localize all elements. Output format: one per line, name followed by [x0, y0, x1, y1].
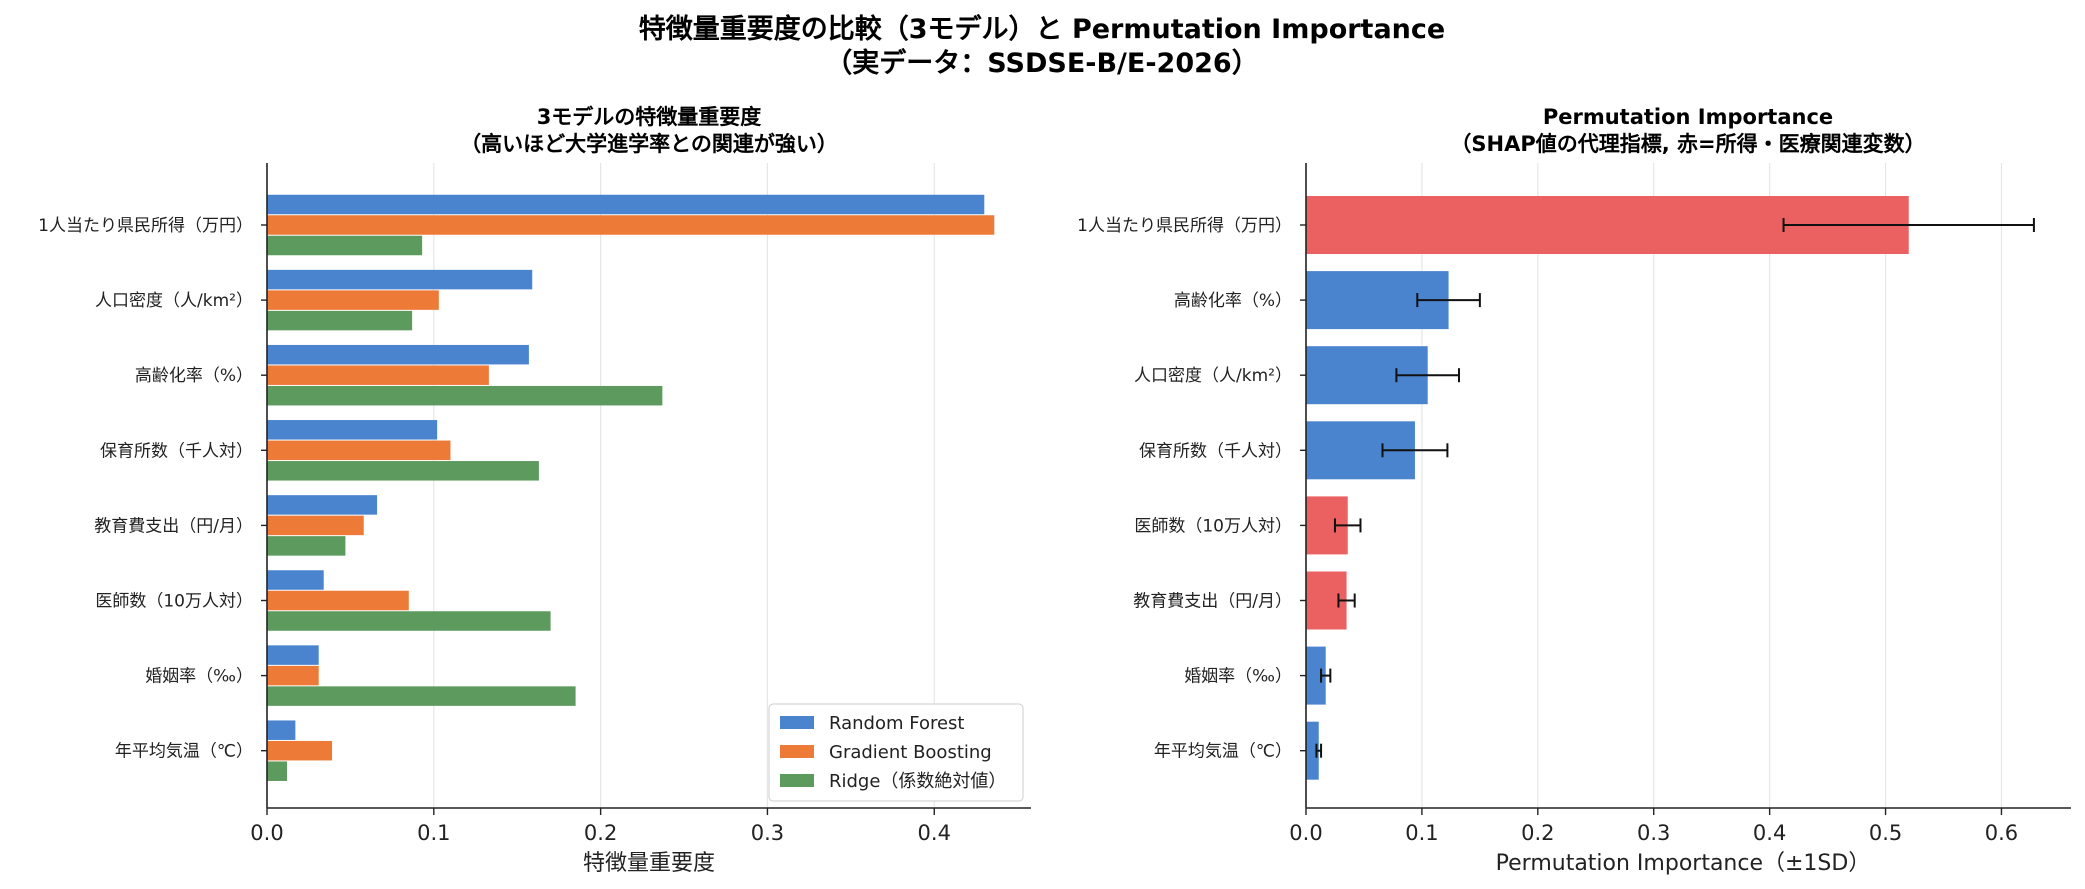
- left-bar-random-forest: [267, 194, 985, 215]
- left-y-tick-label: 高齢化率（%）: [135, 366, 253, 386]
- figure-title-line-2: （実データ：SSDSE-B/E-2026）: [825, 47, 1258, 79]
- left-bar-gradient-boosting: [267, 590, 409, 611]
- left-chart-title-line-2: （高いほど大学進学率との関連が強い）: [460, 132, 838, 156]
- legend-swatch-gradient-boosting: [780, 745, 814, 758]
- right-x-tick-label: 0.2: [1521, 821, 1554, 845]
- left-bar-ridge: [267, 536, 346, 556]
- left-y-tick-label: 1人当たり県民所得（万円）: [38, 216, 253, 236]
- left-x-tick-label: 0.3: [751, 821, 784, 845]
- right-x-tick-label: 0.0: [1289, 821, 1322, 845]
- left-bar-ridge: [267, 310, 413, 331]
- right-x-tick-label: 0.3: [1637, 821, 1670, 845]
- left-y-tick-label: 婚姻率（‰）: [145, 667, 253, 687]
- left-bar-random-forest: [267, 720, 296, 740]
- left-bar-ridge: [267, 385, 663, 406]
- right-y-tick-label: 人口密度（人/km²）: [1134, 366, 1292, 386]
- right-x-tick-labels: 0.0 0.1 0.2 0.3 0.4 0.5 0.6: [1289, 808, 2018, 845]
- left-bar-gradient-boosting: [267, 440, 451, 461]
- left-y-tick-label: 医師数（10万人対）: [95, 592, 253, 612]
- right-y-tick-label: 婚姻率（‰）: [1184, 667, 1292, 687]
- right-x-axis-label: Permutation Importance（±1SD）: [1496, 851, 1871, 876]
- legend-label-ridge: Ridge（係数絶対値）: [829, 771, 1006, 792]
- right-error-bars: [1315, 218, 2035, 758]
- left-bar-gradient-boosting: [267, 365, 489, 385]
- right-y-tick-label: 保育所数（千人対）: [1139, 441, 1292, 461]
- right-chart-panel: Permutation Importance （SHAP値の代理指標, 赤=所得…: [1077, 105, 2071, 876]
- right-chart-title-line-1: Permutation Importance: [1543, 105, 1833, 129]
- left-x-axis-label: 特徴量重要度: [583, 851, 715, 876]
- right-x-tick-label: 0.6: [1985, 821, 2018, 845]
- right-y-tick-label: 医師数（10万人対）: [1134, 516, 1292, 536]
- left-bar-random-forest: [267, 495, 378, 515]
- left-bar-gradient-boosting: [267, 665, 319, 686]
- right-bar: [1306, 646, 1326, 705]
- left-bars: [267, 194, 995, 781]
- left-chart-title-line-1: 3モデルの特徴量重要度: [537, 105, 762, 129]
- legend-swatch-ridge: [780, 774, 814, 787]
- left-bar-random-forest: [267, 420, 438, 440]
- left-bar-gradient-boosting: [267, 215, 995, 235]
- right-bar: [1306, 721, 1319, 780]
- left-y-tick-label: 人口密度（人/km²）: [95, 291, 253, 311]
- left-bar-ridge: [267, 761, 288, 781]
- right-y-tick-labels: 1人当たり県民所得（万円） 高齢化率（%） 人口密度（人/km²） 保育所数（千人対）…: [1077, 216, 1306, 762]
- left-bar-random-forest: [267, 344, 529, 365]
- left-bar-ridge: [267, 611, 551, 631]
- left-x-tick-label: 0.0: [250, 821, 283, 845]
- left-bar-random-forest: [267, 269, 533, 290]
- legend-label-gradient-boosting: Gradient Boosting: [829, 742, 992, 763]
- legend-frame: [768, 703, 1024, 802]
- right-y-tick-label: 教育費支出（円/月）: [1133, 592, 1292, 612]
- figure-title-line-1: 特徴量重要度の比較（3モデル）と Permutation Importance: [639, 13, 1445, 45]
- right-x-tick-label: 0.4: [1753, 821, 1786, 845]
- left-bar-random-forest: [267, 645, 319, 665]
- left-bar-ridge: [267, 686, 576, 706]
- left-y-tick-label: 年平均気温（℃）: [115, 742, 253, 762]
- right-bars: [1306, 196, 1909, 780]
- right-y-tick-label: 高齢化率（%）: [1174, 291, 1292, 311]
- right-y-tick-label: 1人当たり県民所得（万円）: [1077, 216, 1292, 236]
- right-x-tick-label: 0.1: [1405, 821, 1438, 845]
- left-x-tick-label: 0.4: [918, 821, 951, 845]
- left-y-tick-label: 教育費支出（円/月）: [94, 516, 253, 536]
- left-bar-gradient-boosting: [267, 290, 439, 310]
- left-y-tick-labels: 1人当たり県民所得（万円） 人口密度（人/km²） 高齢化率（%） 保育所数（千人対）…: [38, 216, 267, 762]
- left-y-tick-label: 保育所数（千人対）: [100, 441, 253, 461]
- left-x-tick-label: 0.2: [584, 821, 617, 845]
- right-x-tick-label: 0.5: [1869, 821, 1902, 845]
- right-gridlines: [1421, 163, 2003, 808]
- left-x-tick-labels: 0.0 0.1 0.2 0.3 0.4: [250, 808, 951, 845]
- left-bar-ridge: [267, 235, 423, 256]
- right-y-tick-label: 年平均気温（℃）: [1154, 742, 1292, 762]
- left-x-tick-label: 0.1: [417, 821, 450, 845]
- legend-label-random-forest: Random Forest: [829, 713, 964, 734]
- left-bar-ridge: [267, 461, 539, 481]
- right-chart-title-line-2: （SHAP値の代理指標, 赤=所得・医療関連変数）: [1450, 132, 1925, 156]
- left-chart-panel: 3モデルの特徴量重要度 （高いほど大学進学率との関連が強い） 1人当たり県民所得…: [38, 105, 1031, 876]
- left-bar-gradient-boosting: [267, 515, 364, 536]
- left-bar-random-forest: [267, 570, 324, 590]
- left-bar-gradient-boosting: [267, 740, 333, 761]
- legend-swatch-random-forest: [780, 716, 814, 729]
- legend: Random Forest Gradient Boosting Ridge（係数…: [768, 703, 1024, 802]
